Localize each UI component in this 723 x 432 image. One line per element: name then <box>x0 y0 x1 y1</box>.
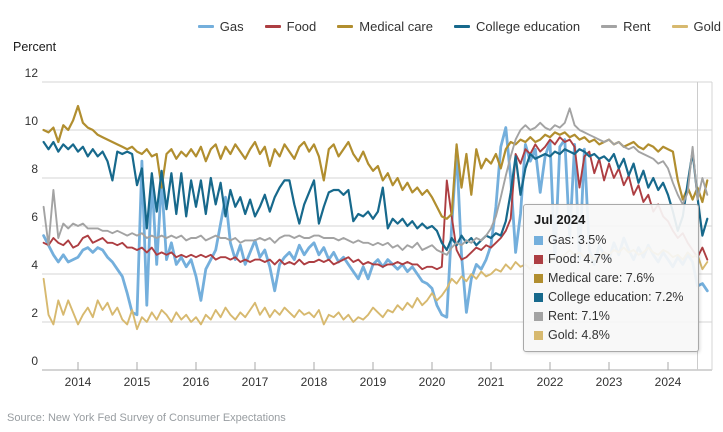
tooltip-swatch-icon <box>534 274 543 283</box>
tooltip-row-label: Food: 4.7% <box>548 252 612 266</box>
tooltip-row-label: Gold: 4.8% <box>548 328 610 342</box>
series-line-food[interactable] <box>42 136 709 271</box>
tooltip-row-gold: Gold: 4.8% <box>534 326 688 345</box>
legend-label: College education <box>475 19 581 34</box>
tooltip-swatch-icon <box>534 331 543 340</box>
tooltip-swatch-icon <box>534 312 543 321</box>
legend-item-gas[interactable]: Gas <box>197 19 244 34</box>
x-tick-label: 2019 <box>360 375 387 389</box>
legend-item-food[interactable]: Food <box>264 19 317 34</box>
tooltip-row-label: College education: 7.2% <box>548 290 684 304</box>
legend-line-swatch-icon <box>264 25 281 28</box>
legend-item-medical-care[interactable]: Medical care <box>337 19 433 34</box>
y-tick-label: 2 <box>31 306 38 320</box>
tooltip-row-label: Rent: 7.1% <box>548 309 610 323</box>
y-axis-title: Percent <box>13 40 57 54</box>
legend-line-swatch-icon <box>197 25 214 28</box>
tooltip-row-college-education: College education: 7.2% <box>534 288 688 307</box>
series-lines <box>42 104 709 331</box>
x-tick-label: 2021 <box>478 375 505 389</box>
legend-label: Medical care <box>359 19 433 34</box>
tooltip-row-food: Food: 4.7% <box>534 250 688 269</box>
x-tick-label: 2017 <box>242 375 269 389</box>
legend-line-swatch-icon <box>337 25 354 28</box>
source-note: Source: New York Fed Survey of Consumer … <box>7 412 286 424</box>
chart-tooltip: Jul 2024 Gas: 3.5% Food: 4.7% Medical care… <box>523 204 699 352</box>
x-axis-labels: 2014 2015 2016 2017 2018 2019 2020 2021 2022 2023… <box>65 375 682 389</box>
tooltip-row-label: Gas: 3.5% <box>548 233 607 247</box>
legend-item-college-education[interactable]: College education <box>453 19 581 34</box>
tooltip-swatch-icon <box>534 236 543 245</box>
legend-label: Food <box>286 19 317 34</box>
y-tick-label: 4 <box>31 258 38 272</box>
x-tick-label: 2018 <box>301 375 328 389</box>
x-tick-label: 2020 <box>419 375 446 389</box>
x-tick-label: 2014 <box>65 375 92 389</box>
y-tick-label: 0 <box>31 354 38 368</box>
legend-label: Rent <box>623 19 651 34</box>
series-line-rent[interactable] <box>42 107 709 256</box>
x-tick-label: 2016 <box>183 375 210 389</box>
tooltip-rows: Gas: 3.5% Food: 4.7% Medical care: 7.6% Col… <box>534 231 688 345</box>
x-tick-label: 2015 <box>124 375 151 389</box>
series-line-medical-care[interactable] <box>42 104 709 220</box>
tooltip-row-label: Medical care: 7.6% <box>548 271 655 285</box>
y-tick-label: 6 <box>31 210 38 224</box>
legend-line-swatch-icon <box>601 25 618 28</box>
tooltip-row-medical-care: Medical care: 7.6% <box>534 269 688 288</box>
legend-item-rent[interactable]: Rent <box>601 19 651 34</box>
chart-legend: Gas Food Medical care College education Rent… <box>0 19 721 34</box>
legend-label: Gold <box>693 19 721 34</box>
x-tick-label: 2024 <box>655 375 682 389</box>
tooltip-swatch-icon <box>534 293 543 302</box>
legend-label: Gas <box>219 19 244 34</box>
series-line-college-education[interactable] <box>42 140 709 252</box>
x-axis-ticks <box>77 362 669 370</box>
legend-item-gold[interactable]: Gold <box>671 19 721 34</box>
y-tick-label: 8 <box>31 162 38 176</box>
legend-line-swatch-icon <box>453 25 470 28</box>
legend-line-swatch-icon <box>671 25 688 28</box>
tooltip-title: Jul 2024 <box>534 212 586 227</box>
tooltip-row-rent: Rent: 7.1% <box>534 307 688 326</box>
x-tick-label: 2023 <box>596 375 623 389</box>
tooltip-row-gas: Gas: 3.5% <box>534 231 688 250</box>
y-axis-labels: 0 2 4 6 8 10 12 <box>25 66 39 368</box>
y-tick-label: 10 <box>25 114 39 128</box>
tooltip-swatch-icon <box>534 255 543 264</box>
x-tick-label: 2022 <box>537 375 564 389</box>
y-tick-label: 12 <box>25 66 39 80</box>
